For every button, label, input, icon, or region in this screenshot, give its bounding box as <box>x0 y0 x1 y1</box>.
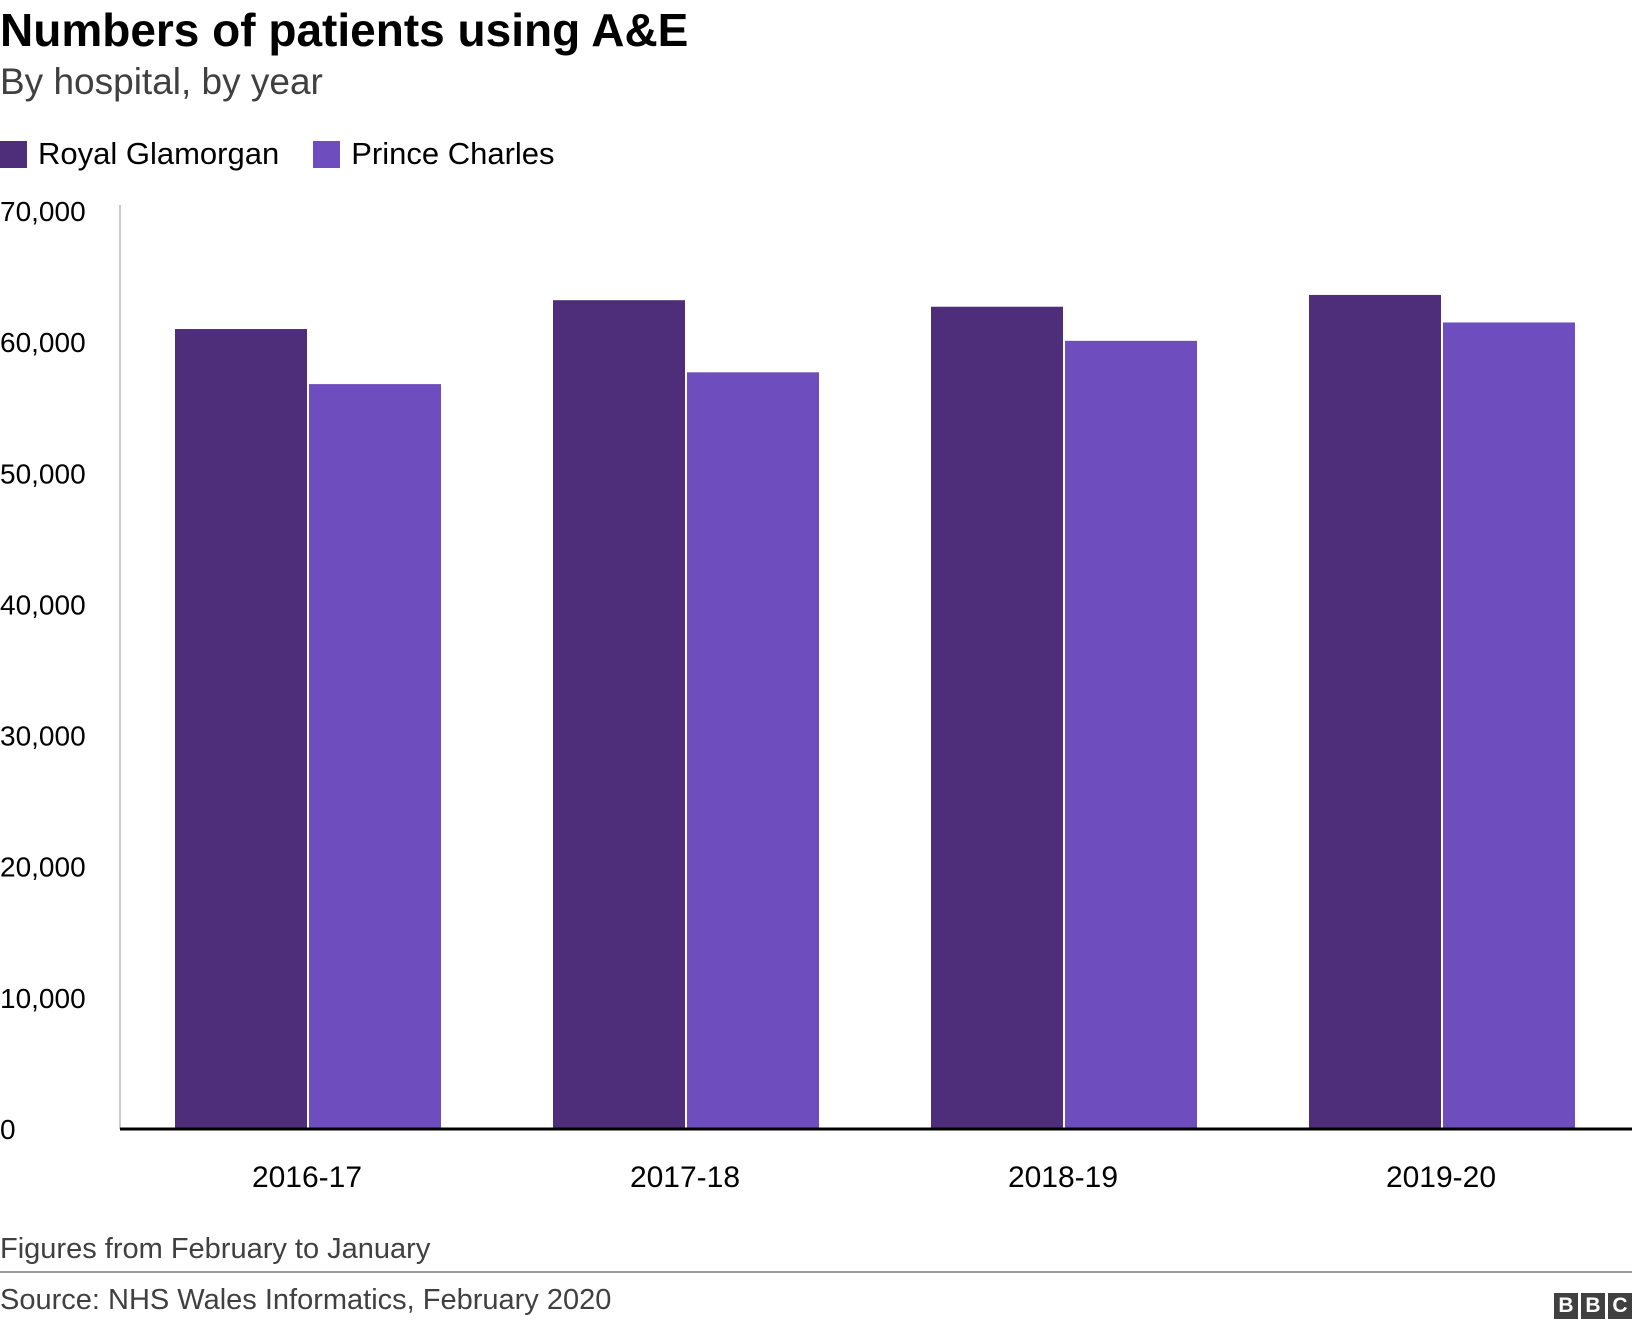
legend-swatch-royal-glamorgan <box>0 140 27 168</box>
bar <box>931 306 1063 1130</box>
y-tick-label: 20,000 <box>0 852 86 883</box>
y-tick-label: 40,000 <box>0 589 86 620</box>
y-tick-label: 0 <box>0 1114 16 1145</box>
bar-chart: 0 10,000 20,000 30,000 40,000 50,000 60,000 70,… <box>0 196 1632 1194</box>
bar <box>553 300 685 1129</box>
y-tick-label: 30,000 <box>0 721 86 752</box>
bar <box>175 329 307 1129</box>
source-text: Source: NHS Wales Informatics, February … <box>0 1284 612 1316</box>
x-tick-label: 2019-20 <box>1386 1161 1496 1194</box>
chart-note: Figures from February to January <box>0 1233 431 1265</box>
y-tick-label: 70,000 <box>0 196 86 227</box>
legend-swatch-prince-charles <box>313 140 341 168</box>
y-tick-label: 50,000 <box>0 458 86 489</box>
bbc-logo: B B C <box>1551 1293 1632 1319</box>
legend-item-royal-glamorgan: Royal Glamorgan <box>0 134 279 174</box>
legend-label-prince-charles: Prince Charles <box>351 136 555 171</box>
bar <box>1065 340 1197 1129</box>
bar <box>1443 322 1575 1129</box>
x-tick-label: 2016-17 <box>252 1161 362 1194</box>
y-tick-label: 60,000 <box>0 327 86 358</box>
chart-subtitle: By hospital, by year <box>0 61 323 102</box>
legend-label-royal-glamorgan: Royal Glamorgan <box>38 136 280 171</box>
bar <box>1309 294 1441 1130</box>
legend: Royal Glamorgan Prince Charles <box>0 134 589 174</box>
bbc-logo-letter-1: B <box>1554 1293 1578 1319</box>
chart-title: Numbers of patients using A&E <box>0 4 689 56</box>
y-tick-label: 10,000 <box>0 983 86 1014</box>
footer-divider <box>0 1271 1632 1273</box>
x-tick-label: 2017-18 <box>630 1161 740 1194</box>
bar <box>687 372 819 1129</box>
bar <box>309 384 441 1129</box>
legend-item-prince-charles: Prince Charles <box>313 134 555 174</box>
x-tick-label: 2018-19 <box>1008 1161 1118 1194</box>
bbc-logo-letter-2: B <box>1581 1293 1605 1319</box>
bbc-logo-letter-3: C <box>1608 1293 1632 1319</box>
